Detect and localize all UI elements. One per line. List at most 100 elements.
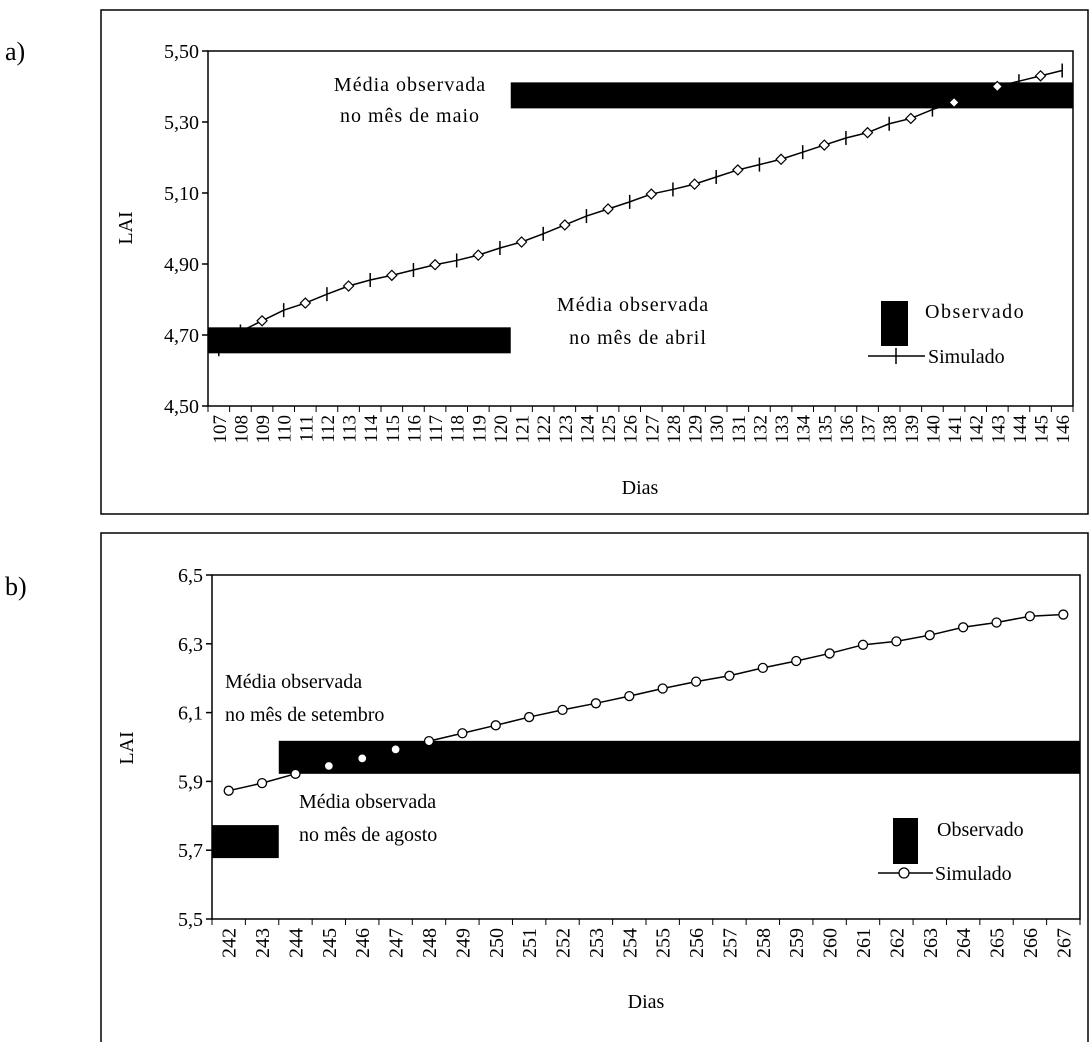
simulated-point: [524, 711, 535, 723]
simulated-point: [357, 753, 368, 764]
simulated-point: [429, 258, 441, 271]
simulated-point: [948, 96, 960, 109]
simulated-point: [924, 630, 935, 641]
x-tick-label: 256: [686, 928, 708, 958]
annotation-agosto-line1: Média observada: [299, 791, 436, 813]
y-tick-label: 4,90: [164, 254, 199, 276]
x-tick-label: 110: [275, 415, 296, 443]
x-tick-label: 125: [599, 415, 620, 444]
simulated-line: [228, 613, 1064, 792]
simulated-point: [791, 655, 802, 667]
x-tick-label: 117: [426, 415, 447, 443]
x-tick-label: 244: [285, 928, 307, 958]
x-tick-label: 246: [352, 928, 374, 958]
x-tick-label: 245: [319, 928, 341, 958]
x-tick-label: 139: [902, 415, 923, 444]
panel-a-frame: [100, 9, 1089, 515]
x-tick-label: 122: [534, 415, 555, 444]
simulated-point: [558, 219, 571, 231]
simulated-point: [657, 683, 668, 694]
simulated-point: [423, 736, 435, 747]
x-tick-label: 242: [219, 928, 241, 958]
y-tick-label: 6,1: [178, 703, 203, 725]
panel-b: b) 5,5 5,7 5,9 6,1 6,3 6,5 242 243 244 245 246 247…: [5, 532, 1089, 1047]
annotation-agosto-line2: no mês de agosto: [299, 824, 437, 846]
x-tick-label: 260: [820, 928, 842, 958]
x-tick-label: 134: [794, 415, 815, 444]
x-tick-label: 135: [815, 415, 836, 444]
series-b: [223, 609, 1069, 796]
legend-simulated-marker-b: [898, 867, 910, 879]
simulated-point: [690, 676, 702, 687]
simulated-point: [1034, 70, 1047, 82]
simulated-point: [256, 314, 268, 327]
x-tick-label: 116: [404, 415, 425, 443]
panel-label-b: b): [5, 572, 27, 601]
simulated-point: [824, 648, 835, 659]
x-tick-label: 132: [750, 415, 771, 444]
x-tick-label: 264: [953, 928, 975, 958]
simulated-point: [904, 112, 917, 125]
x-tick-label: 145: [1032, 415, 1053, 444]
legend-observed-swatch-b: [893, 818, 918, 864]
annotation-abril-line1: Média observada: [557, 294, 709, 316]
observed-bar: [212, 825, 279, 859]
y-ticks-a: 4,50 4,70 4,90 5,10 5,30 5,50: [164, 41, 208, 418]
annotation-maio-line2: no mês de maio: [340, 105, 480, 127]
y-tick-label: 5,10: [164, 183, 199, 205]
y-tick-label: 5,30: [164, 112, 199, 134]
annotation-setembro-line1: Média observada: [225, 671, 362, 693]
x-tick-label: 257: [719, 928, 741, 958]
simulated-point: [857, 639, 869, 650]
simulated-point: [731, 164, 744, 176]
x-tick-label: 126: [621, 415, 642, 444]
simulated-point: [757, 662, 768, 674]
panel-a: a) 4,50 4,70 4,90 5,10 5,30 5,50 107 108 109 110…: [5, 9, 1089, 515]
x-tick-label: 249: [452, 928, 474, 958]
simulated-point: [602, 203, 614, 215]
simulated-point: [223, 785, 234, 796]
y-tick-label: 5,9: [178, 771, 203, 793]
legend-observed-label-a: Observado: [925, 301, 1025, 323]
x-tick-label: 265: [987, 928, 1009, 958]
simulated-line: [218, 69, 1063, 350]
observed-bar: [208, 327, 511, 354]
legend-observed-swatch-a: [881, 301, 908, 346]
x-tick-label: 128: [664, 415, 685, 444]
x-axis-label-a: Dias: [622, 477, 659, 499]
simulated-point: [457, 728, 468, 739]
y-tick-label: 5,50: [164, 41, 199, 63]
x-tick-label: 133: [772, 415, 793, 444]
x-ticks-a: 107 108 109 110 111 112 113 114 115 116 117 118 119 1…: [207, 406, 1074, 444]
x-tick-label: 263: [920, 928, 942, 958]
y-tick-label: 6,3: [178, 634, 203, 656]
observed-bars-a: [208, 82, 1073, 354]
observed-bars-b: [212, 740, 1080, 859]
legend-simulated-label-b: Simulado: [935, 863, 1012, 885]
x-axis-label-b: Dias: [628, 991, 665, 1013]
x-tick-label: 130: [707, 415, 728, 444]
x-tick-label: 112: [318, 415, 339, 443]
x-tick-label: 141: [945, 415, 966, 444]
x-tick-label: 143: [988, 415, 1009, 444]
x-tick-label: 261: [853, 928, 875, 958]
simulated-point: [991, 617, 1002, 628]
y-axis-label-b: LAI: [116, 731, 138, 764]
annotation-abril-line2: no mês de abril: [569, 327, 707, 349]
simulated-point: [818, 139, 831, 151]
simulated-point: [385, 269, 398, 282]
legend-b: Observado Simulado: [878, 818, 1024, 885]
panel-label-a: a): [5, 37, 25, 66]
y-tick-label: 4,70: [164, 325, 199, 347]
x-tick-label: 121: [513, 415, 534, 444]
x-tick-label: 113: [340, 415, 361, 443]
panel-b-frame: [100, 532, 1089, 1047]
simulated-point: [290, 768, 301, 779]
y-tick-label: 4,50: [164, 396, 199, 418]
x-tick-label: 108: [231, 415, 252, 444]
y-tick-label: 6,5: [178, 565, 203, 587]
y-axis-label-a: LAI: [115, 211, 137, 244]
x-tick-label: 146: [1053, 415, 1074, 444]
x-tick-label: 137: [859, 415, 880, 444]
